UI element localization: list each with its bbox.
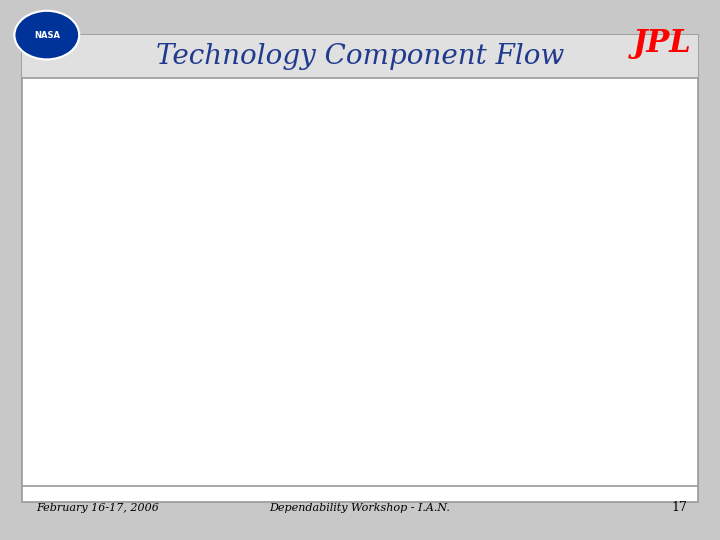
Text: CLARAty
Task: CLARAty Task (317, 272, 361, 294)
Polygon shape (276, 376, 305, 388)
Polygon shape (276, 164, 305, 177)
FancyBboxPatch shape (80, 217, 153, 285)
Text: NRA
Proposals: NRA Proposals (87, 240, 145, 262)
Polygon shape (392, 258, 420, 271)
FancyBboxPatch shape (408, 221, 487, 295)
Polygon shape (276, 240, 305, 252)
Polygon shape (500, 177, 528, 189)
Text: MSL
Project: MSL Project (348, 411, 379, 430)
Polygon shape (276, 177, 305, 189)
Text: JPL: JPL (633, 28, 692, 59)
FancyBboxPatch shape (188, 347, 274, 404)
Polygon shape (500, 246, 528, 258)
FancyBboxPatch shape (302, 172, 375, 394)
Text: Technology Component Flow: Technology Component Flow (156, 43, 564, 70)
FancyBboxPatch shape (188, 208, 274, 271)
Text: 17: 17 (672, 501, 688, 514)
Text: MER
Robotics
Technology: MER Robotics Technology (205, 161, 256, 192)
Text: Other
Robotics
Technology
Programs: Other Robotics Technology Programs (208, 289, 253, 329)
Text: MSL MDS
Task: MSL MDS Task (548, 189, 595, 211)
Polygon shape (500, 164, 528, 177)
Polygon shape (157, 227, 186, 240)
Text: NASA
Selection: NASA Selection (105, 411, 148, 430)
FancyBboxPatch shape (188, 152, 274, 201)
Text: NASA: NASA (34, 31, 60, 39)
Text: MTP
Strategy: MTP Strategy (145, 462, 181, 482)
Ellipse shape (81, 387, 172, 455)
Polygon shape (392, 246, 420, 258)
FancyBboxPatch shape (522, 154, 621, 245)
Text: MSL
Technology
Validation
Tasks: MSL Technology Validation Tasks (423, 238, 471, 278)
Text: Legacy
Robotics
Technology: Legacy Robotics Technology (205, 361, 256, 390)
FancyBboxPatch shape (522, 301, 605, 350)
Polygon shape (157, 240, 186, 252)
Text: Other
Projects: Other Projects (544, 315, 582, 336)
Polygon shape (276, 227, 305, 240)
Text: MTP
Competed
Robotics
Technology: MTP Competed Robotics Technology (207, 220, 255, 260)
Ellipse shape (200, 384, 298, 457)
Text: MSL
Requirements: MSL Requirements (328, 462, 387, 482)
Text: MTP led
Review
Committee: MTP led Review Committee (225, 406, 272, 436)
Text: Dependability Workshop - I.A.N.: Dependability Workshop - I.A.N. (269, 503, 451, 512)
Polygon shape (500, 258, 528, 271)
FancyBboxPatch shape (188, 281, 274, 338)
Polygon shape (276, 309, 305, 322)
Text: MSL
Project: MSL Project (453, 411, 484, 430)
Ellipse shape (426, 391, 511, 451)
Polygon shape (276, 363, 305, 376)
Text: February 16-17, 2006: February 16-17, 2006 (36, 503, 159, 512)
Polygon shape (276, 297, 305, 309)
Ellipse shape (321, 391, 406, 451)
